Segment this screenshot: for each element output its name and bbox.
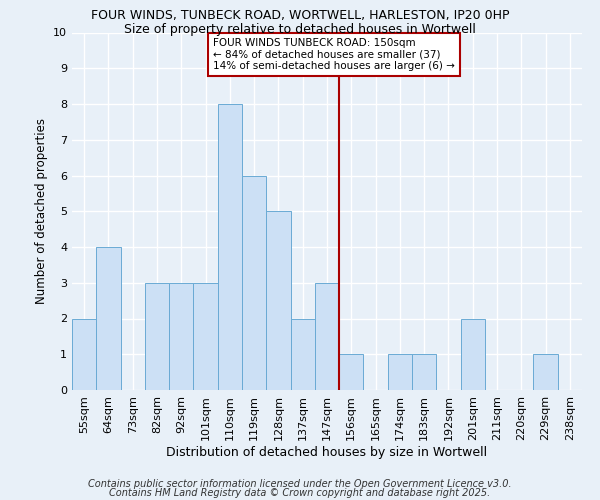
Bar (461, 318, 485, 390)
Y-axis label: Number of detached properties: Number of detached properties (35, 118, 47, 304)
X-axis label: Distribution of detached houses by size in Wortwell: Distribution of detached houses by size … (166, 446, 488, 458)
Text: Contains public sector information licensed under the Open Government Licence v3: Contains public sector information licen… (88, 479, 512, 489)
Text: Contains HM Land Registry data © Crown copyright and database right 2025.: Contains HM Land Registry data © Crown c… (109, 488, 491, 498)
Bar (193, 283, 218, 390)
Text: FOUR WINDS TUNBECK ROAD: 150sqm
← 84% of detached houses are smaller (37)
14% of: FOUR WINDS TUNBECK ROAD: 150sqm ← 84% of… (213, 38, 455, 71)
Bar (339, 354, 364, 390)
Bar (388, 354, 412, 390)
Bar (169, 283, 193, 390)
Bar (533, 354, 558, 390)
Bar (315, 283, 339, 390)
Text: FOUR WINDS, TUNBECK ROAD, WORTWELL, HARLESTON, IP20 0HP: FOUR WINDS, TUNBECK ROAD, WORTWELL, HARL… (91, 9, 509, 22)
Bar (242, 176, 266, 390)
Text: Size of property relative to detached houses in Wortwell: Size of property relative to detached ho… (124, 22, 476, 36)
Bar (145, 283, 169, 390)
Bar (96, 247, 121, 390)
Bar (218, 104, 242, 390)
Bar (266, 211, 290, 390)
Bar (72, 318, 96, 390)
Bar (290, 318, 315, 390)
Bar (412, 354, 436, 390)
